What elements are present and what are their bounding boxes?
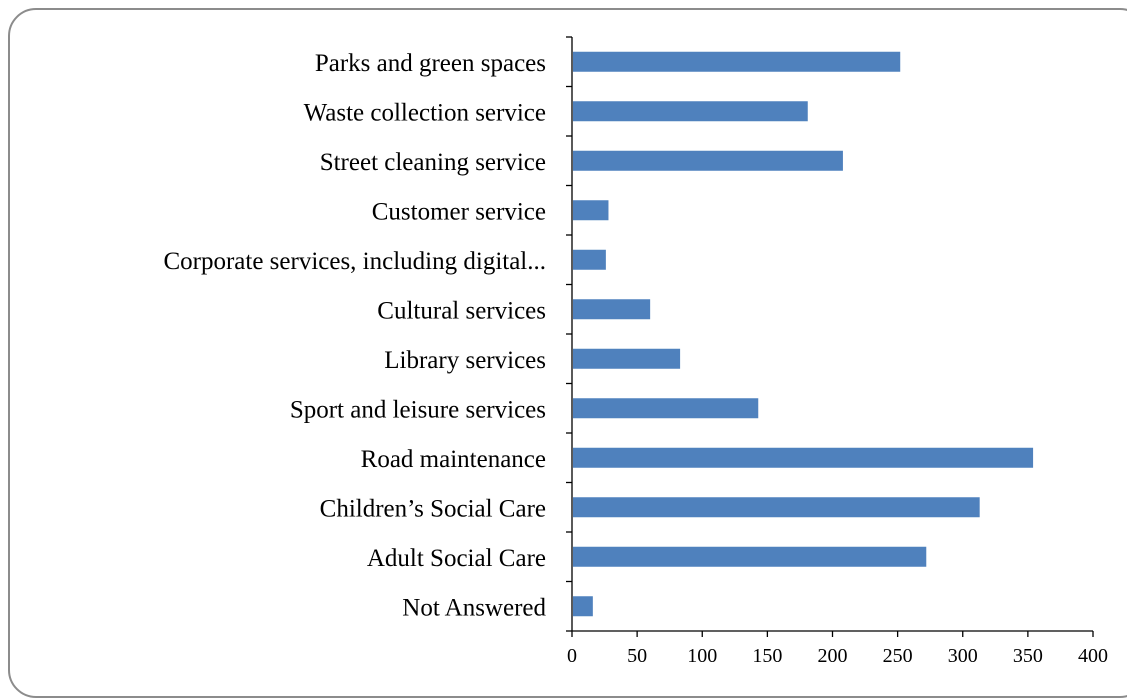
- bar: [573, 348, 681, 369]
- bar: [573, 596, 593, 617]
- category-label: Parks and green spaces: [315, 50, 546, 77]
- category-label: Adult Social Care: [367, 545, 546, 572]
- category-label: Children’s Social Care: [320, 495, 546, 522]
- chart-frame: [8, 8, 1127, 698]
- bar: [573, 101, 808, 122]
- bar: [573, 299, 651, 320]
- x-tick-label: 50: [627, 645, 647, 667]
- bars-group: [573, 51, 1034, 617]
- axes-group: [566, 36, 1094, 637]
- bar: [573, 546, 927, 567]
- category-label: Road maintenance: [361, 446, 546, 473]
- bar: [573, 51, 901, 72]
- category-label: Street cleaning service: [320, 149, 546, 176]
- x-tick-label: 250: [883, 645, 913, 667]
- x-tick-label: 400: [1078, 645, 1108, 667]
- x-tick-label: 300: [948, 645, 978, 667]
- category-label: Sport and leisure services: [290, 396, 546, 423]
- x-tick-label: 200: [818, 645, 848, 667]
- bar: [573, 249, 606, 270]
- bar: [573, 150, 843, 171]
- category-label: Corporate services, including digital...: [163, 248, 546, 275]
- bar: [573, 497, 980, 518]
- x-tick-label: 350: [1013, 645, 1043, 667]
- bar: [573, 398, 759, 419]
- category-label: Library services: [384, 347, 546, 374]
- category-label: Waste collection service: [304, 99, 546, 126]
- bar: [573, 200, 609, 221]
- labels-group: Parks and green spaces Waste collection s…: [163, 50, 1108, 667]
- x-tick-label: 150: [752, 645, 782, 667]
- bar-chart: Parks and green spaces Waste collection s…: [163, 36, 1108, 667]
- bar: [573, 447, 1034, 468]
- x-tick-label: 100: [687, 645, 717, 667]
- category-label: Not Answered: [402, 594, 546, 621]
- x-tick-label: 0: [567, 645, 577, 667]
- category-label: Customer service: [372, 198, 546, 225]
- category-label: Cultural services: [377, 297, 546, 324]
